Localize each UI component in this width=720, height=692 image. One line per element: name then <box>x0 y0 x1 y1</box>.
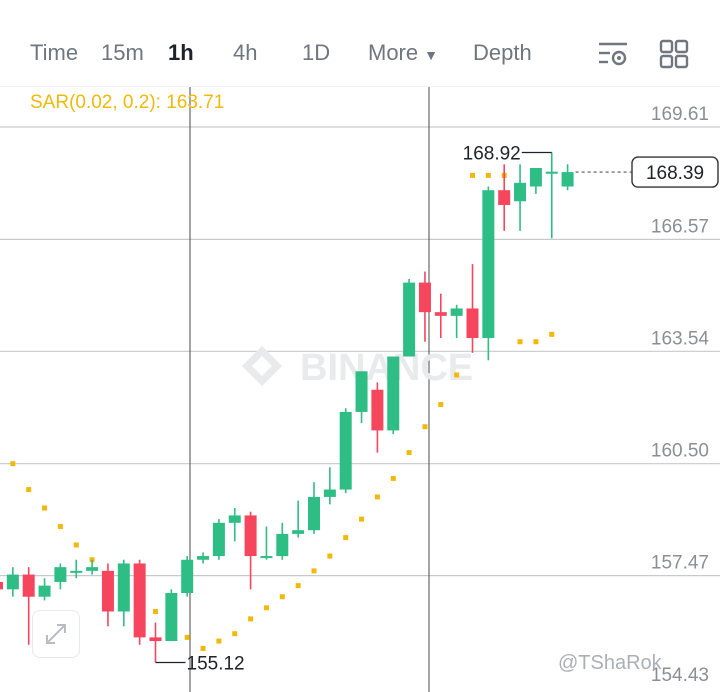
y-tick-label: 163.54 <box>651 328 710 349</box>
candle-body[interactable] <box>529 168 542 187</box>
sar-dot <box>374 494 380 500</box>
candle-body[interactable] <box>418 282 431 313</box>
sar-dot <box>57 524 63 529</box>
sar-dot <box>232 631 238 637</box>
candle-body[interactable] <box>228 515 241 523</box>
sar-dot <box>279 594 285 600</box>
y-tick-label: 169.61 <box>651 104 709 125</box>
candle-body[interactable] <box>355 371 368 412</box>
sar-dot <box>295 583 301 589</box>
sar-dot <box>438 402 444 408</box>
layout-grid-icon[interactable] <box>658 38 692 70</box>
y-tick-label: 157.47 <box>651 553 709 574</box>
candle-body[interactable] <box>260 556 273 559</box>
candle-body[interactable] <box>403 282 416 357</box>
tab-more[interactable]: More ▼ <box>368 40 438 66</box>
sar-dot <box>10 461 16 467</box>
candle-body[interactable] <box>434 312 447 316</box>
expand-button[interactable] <box>32 610 80 658</box>
candle-body[interactable] <box>466 308 479 339</box>
low-price-label: 155.12 <box>187 654 245 675</box>
candle-body[interactable] <box>6 574 19 590</box>
candle-body[interactable] <box>117 563 130 612</box>
sar-dot <box>359 516 365 522</box>
sar-dot <box>517 339 523 345</box>
chart-toolbar: Time 15m 1h 4h 1D More ▼ Depth <box>0 0 720 87</box>
tab-15m[interactable]: 15m <box>101 40 144 65</box>
sar-dot <box>73 542 79 548</box>
candle-body[interactable] <box>371 389 384 431</box>
sar-dot <box>485 172 491 178</box>
sar-dot <box>263 605 269 611</box>
sar-dot <box>454 372 460 378</box>
sar-dot <box>42 505 48 511</box>
candle-body[interactable] <box>482 190 495 339</box>
current-price-box <box>631 156 719 188</box>
candle-body[interactable] <box>276 533 289 557</box>
tab-1h[interactable]: 1h <box>168 40 194 65</box>
watermark-user: @TShaRok <box>558 652 662 674</box>
expand-icon <box>46 624 66 644</box>
y-tick-label: 166.57 <box>651 216 709 237</box>
candle-body[interactable] <box>54 567 67 582</box>
chevron-down-icon: ▼ <box>424 47 438 63</box>
tab-time[interactable]: Time <box>30 40 79 65</box>
candle-body[interactable] <box>387 356 400 431</box>
binance-logo-icon <box>242 346 282 386</box>
sar-dot <box>248 616 254 622</box>
candle-body[interactable] <box>561 172 574 187</box>
sar-dot <box>26 487 32 493</box>
candle-body[interactable] <box>101 570 114 612</box>
sar-dot <box>200 645 206 651</box>
candle-body[interactable] <box>197 556 210 560</box>
sar-dot <box>216 638 222 644</box>
sar-dot <box>470 172 475 178</box>
tab-depth[interactable]: Depth <box>473 40 532 65</box>
candle-body[interactable] <box>244 515 257 557</box>
sar-dot <box>327 553 333 559</box>
candle-body[interactable] <box>0 581 3 590</box>
y-tick-label: 160.50 <box>651 441 709 462</box>
sar-dot <box>549 331 555 337</box>
candle-body[interactable] <box>292 530 305 534</box>
candle-body[interactable] <box>323 489 336 497</box>
sar-dot <box>422 424 428 430</box>
candle-body[interactable] <box>70 570 83 573</box>
sar-dot <box>343 535 349 541</box>
candle-body[interactable] <box>86 567 99 571</box>
candle-body[interactable] <box>514 182 527 202</box>
candle-body[interactable] <box>308 496 320 531</box>
candle-body[interactable] <box>181 559 194 594</box>
sar-dot <box>406 450 412 456</box>
candle-body[interactable] <box>38 585 51 597</box>
candle-body[interactable] <box>339 411 352 490</box>
candle-body[interactable] <box>450 308 463 316</box>
sar-dot <box>533 339 539 345</box>
tab-4h[interactable]: 4h <box>233 40 258 65</box>
candle-body[interactable] <box>545 171 558 174</box>
candle-body[interactable] <box>165 593 178 642</box>
tab-1d[interactable]: 1D <box>302 40 331 65</box>
chart-settings-icon[interactable] <box>596 38 630 70</box>
tab-more-label: More <box>368 40 419 65</box>
sar-indicator-label: SAR(0.02, 0.2): 163.71 <box>30 92 225 113</box>
y-tick-label: 154.43 <box>651 665 709 686</box>
current-price-label: 168.39 <box>646 163 704 184</box>
candle-body[interactable] <box>498 190 511 205</box>
sar-dot <box>184 634 190 640</box>
sar-dot <box>390 475 396 481</box>
sar-dot <box>311 568 317 574</box>
candle-body[interactable] <box>212 522 225 557</box>
candle-body[interactable] <box>133 563 146 638</box>
sar-dot <box>153 609 158 614</box>
high-price-label: 168.92 <box>463 144 521 165</box>
watermark-brand: BINANCE <box>300 347 473 389</box>
candle-body[interactable] <box>149 637 162 642</box>
candle-body[interactable] <box>22 574 35 597</box>
